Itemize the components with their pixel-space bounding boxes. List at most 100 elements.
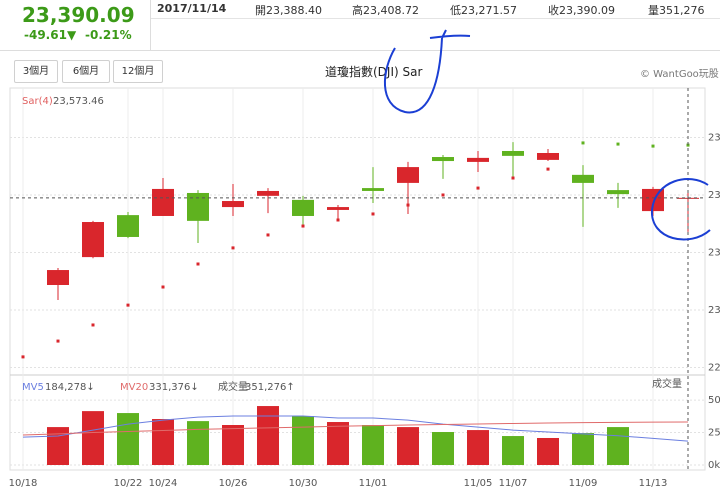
volume-bar xyxy=(257,406,279,465)
chart-title: 道瓊指數(DJI) Sar xyxy=(325,65,423,79)
legend-name: MV20 xyxy=(120,382,148,393)
candle-body xyxy=(292,199,314,216)
annotation-stroke xyxy=(384,29,471,114)
candle-body xyxy=(432,157,454,162)
high: 高23,408.72 xyxy=(352,4,419,17)
candle-body xyxy=(257,190,279,196)
date: 2017/11/14 xyxy=(157,2,227,15)
mv-line xyxy=(22,421,689,436)
header-rule xyxy=(150,50,720,51)
quote-box: 23,390.09 -49.61▼ -0.21% xyxy=(0,0,151,51)
candle-body xyxy=(502,150,524,156)
y-tick-label: 23,400 xyxy=(708,190,720,201)
sar-dot xyxy=(651,144,655,148)
legend-value: 331,376↓ xyxy=(149,382,199,393)
sar-dot xyxy=(126,303,130,307)
volume-bar xyxy=(47,427,69,465)
x-tick-label: 10/18 xyxy=(9,478,38,489)
sar-dot xyxy=(371,212,375,216)
sar-dot xyxy=(616,142,620,146)
sar-dot xyxy=(161,285,165,289)
candle-body xyxy=(152,188,174,216)
price: 23,390.09 xyxy=(22,3,135,27)
volume-bar xyxy=(152,419,174,465)
sar-dot xyxy=(91,323,95,327)
plot-frame xyxy=(9,87,706,471)
x-tick-label: 11/09 xyxy=(569,478,598,489)
sar-dot xyxy=(581,141,585,145)
copyright: © WantGoo玩股 xyxy=(640,69,719,80)
volume-bar xyxy=(502,436,524,465)
legend-name: MV5 xyxy=(22,382,44,393)
candle-body xyxy=(327,207,349,210)
candle-body xyxy=(187,192,209,221)
volume-bar xyxy=(82,411,104,465)
x-tick-label: 10/26 xyxy=(219,478,248,489)
y-tick-label: 23,000 xyxy=(708,305,720,316)
candle-body xyxy=(362,188,384,191)
x-tick-label: 11/07 xyxy=(499,478,528,489)
legend-value: 351,276↑ xyxy=(245,382,295,393)
y-tick-label: 22,800 xyxy=(708,363,720,374)
volume-bar xyxy=(607,427,629,465)
volume-bar xyxy=(117,413,139,465)
open: 開23,388.40 xyxy=(255,4,322,17)
sar-dot xyxy=(546,167,550,171)
volume-bar xyxy=(537,437,559,465)
x-tick-label: 10/24 xyxy=(149,478,178,489)
volume-bar xyxy=(397,427,419,465)
x-tick-label: 11/05 xyxy=(464,478,493,489)
x-tick-label: 10/30 xyxy=(289,478,318,489)
candle-body xyxy=(467,157,489,162)
y-tick-label: 500k xyxy=(708,395,720,406)
legend-name: Sar(4) xyxy=(22,96,53,107)
low: 低23,271.57 xyxy=(450,4,517,17)
volume-bar xyxy=(327,422,349,465)
info-row xyxy=(151,0,720,19)
sar-dot xyxy=(441,193,445,197)
y-tick-label: 23,200 xyxy=(708,248,720,259)
volume-bar xyxy=(187,421,209,465)
sar-dot xyxy=(336,218,340,222)
candle-body xyxy=(117,215,139,237)
sar-dot xyxy=(686,143,690,147)
sar-dot xyxy=(476,186,480,190)
sar-dot xyxy=(21,355,25,359)
x-tick-label: 11/13 xyxy=(639,478,668,489)
volume-bar xyxy=(432,432,454,465)
candle-body xyxy=(222,201,244,208)
candle-body xyxy=(397,167,419,183)
sar-dot xyxy=(266,233,270,237)
candle-body xyxy=(572,174,594,183)
change: -49.61▼ xyxy=(24,28,77,42)
sar-dot xyxy=(511,176,515,180)
sar-dot xyxy=(231,246,235,250)
legend-value: 23,573.46 xyxy=(53,96,104,107)
y-tick-label: 23,600 xyxy=(708,132,720,143)
close: 收23,390.09 xyxy=(548,4,615,17)
x-tick-label: 10/22 xyxy=(114,478,143,489)
volume-bar xyxy=(222,425,244,465)
range-button[interactable]: 3個月 xyxy=(14,60,58,83)
change-pct: -0.21% xyxy=(85,28,132,42)
candle-body xyxy=(82,222,104,258)
candle-body xyxy=(607,190,629,195)
candle-body xyxy=(537,152,559,160)
sar-dot xyxy=(56,339,60,343)
sar-dot xyxy=(406,203,410,207)
legend-value: 184,278↓ xyxy=(45,382,95,393)
panel-label: 成交量 xyxy=(652,377,682,390)
volume-bar xyxy=(572,433,594,465)
sar-dot xyxy=(301,224,305,228)
range-button[interactable]: 12個月 xyxy=(113,60,163,83)
volume-bar xyxy=(292,416,314,465)
legend-name: 成交量 xyxy=(218,380,248,393)
annotation-stroke xyxy=(650,177,711,241)
mv-line xyxy=(22,415,689,442)
range-button[interactable]: 6個月 xyxy=(62,60,110,83)
y-tick-label: 0k xyxy=(708,460,720,471)
